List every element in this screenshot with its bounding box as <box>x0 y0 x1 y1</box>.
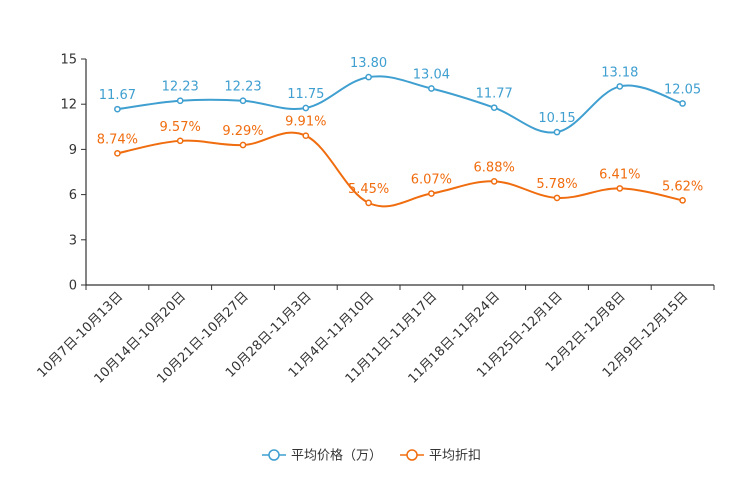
data-point <box>239 141 247 149</box>
legend-item-2[interactable]: 平均折扣 <box>400 449 481 464</box>
data-label: 12.23 <box>162 80 199 95</box>
data-point <box>176 97 184 105</box>
data-label: 12.05 <box>664 82 701 97</box>
data-label: 11.75 <box>287 87 324 102</box>
data-point <box>365 199 372 207</box>
y-tick-label: 6 <box>69 188 77 203</box>
data-point <box>490 104 498 112</box>
data-label: 6.41% <box>599 167 640 182</box>
legend-label: 平均价格（万） <box>291 448 382 464</box>
data-label: 12.23 <box>224 80 261 95</box>
chart-legend[interactable]: 平均价格（万） 平均折扣 <box>262 448 481 464</box>
data-label: 5.62% <box>662 179 703 194</box>
y-tick-label: 3 <box>69 233 77 248</box>
data-label: 10.15 <box>538 111 575 126</box>
data-point <box>114 149 121 157</box>
data-point <box>302 104 310 112</box>
data-label: 9.57% <box>160 120 201 135</box>
data-label: 13.04 <box>413 68 450 83</box>
data-label: 6.07% <box>411 173 452 188</box>
data-label: 11.77 <box>476 87 513 102</box>
data-label: 13.18 <box>601 65 638 80</box>
data-point <box>553 194 561 202</box>
data-label: 9.91% <box>285 115 326 130</box>
legend-label: 平均折扣 <box>429 449 481 464</box>
data-label: 6.88% <box>474 160 515 175</box>
data-label: 13.80 <box>350 56 387 71</box>
data-label: 5.78% <box>536 177 577 192</box>
data-point <box>114 105 121 113</box>
data-point <box>428 190 435 197</box>
data-point <box>428 85 435 92</box>
legend-marker-icon <box>268 449 280 461</box>
data-point <box>302 132 310 140</box>
data-label: 8.74% <box>97 132 138 147</box>
data-point <box>679 100 686 107</box>
y-tick-label: 15 <box>60 53 77 68</box>
data-point <box>239 97 247 105</box>
data-point <box>553 128 561 136</box>
data-label: 11.67 <box>99 88 136 103</box>
y-tick-label: 12 <box>60 98 77 113</box>
data-label: 5.45% <box>348 182 389 197</box>
data-point <box>365 73 372 81</box>
data-point <box>616 83 624 90</box>
data-point <box>679 196 686 204</box>
data-point <box>490 177 498 185</box>
legend-marker-icon <box>406 449 418 461</box>
data-point <box>616 185 624 192</box>
legend-item-1[interactable]: 平均价格（万） <box>262 448 382 464</box>
y-tick-label: 9 <box>69 143 77 158</box>
data-point <box>176 137 184 145</box>
series-line-1 <box>117 75 683 134</box>
series-line-2 <box>117 131 683 208</box>
chart-series: 11.67 12.23 12.23 11.75 13.80 13.04 11.77 10.15… <box>97 56 703 208</box>
y-tick-label: 0 <box>69 279 77 294</box>
data-label: 9.29% <box>222 124 263 139</box>
chart-axes: 0369121510月7日-10月13日10月14日-10月20日10月21日-… <box>35 53 715 387</box>
